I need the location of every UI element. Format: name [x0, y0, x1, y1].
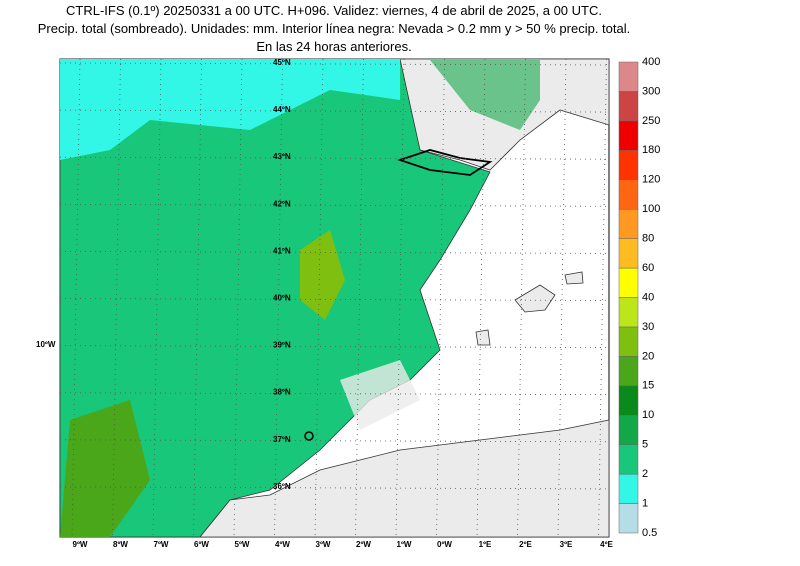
- lat-label: 45ºN: [273, 58, 291, 67]
- lon-label: 1ºW: [397, 540, 412, 549]
- lon-label: 2ºW: [356, 540, 371, 549]
- ibiza: [475, 329, 491, 346]
- colorbar-label: 10: [642, 409, 654, 421]
- colorbar: 0.5 1 2 5 10 15 20 30 40 60 80 100 120 180 250 300 400: [618, 56, 660, 539]
- title-line: En las 24 horas anteriores.: [256, 39, 411, 54]
- snow-contour: [304, 431, 314, 441]
- lon-label: 3ºE: [560, 540, 573, 549]
- colorbar-label: 180: [642, 144, 660, 156]
- sea-precip: [60, 59, 400, 160]
- africa: [199, 419, 610, 538]
- colorbar-label: 1: [642, 497, 648, 509]
- colorbar-box: [618, 150, 639, 180]
- dry-southeast: [340, 360, 420, 430]
- colorbar-label: 120: [642, 174, 660, 186]
- lon-label: 4ºW: [275, 540, 290, 549]
- colorbar-label: 40: [642, 291, 654, 303]
- lon-label: 2ºE: [519, 540, 532, 549]
- colorbar-box: [618, 356, 639, 387]
- colorbar-box: [618, 473, 639, 504]
- colorbar-label: 250: [642, 115, 660, 127]
- lon-label: 5ºW: [235, 540, 250, 549]
- colorbar-box: [618, 326, 639, 357]
- colorbar-label: 0.5: [642, 527, 657, 539]
- colorbar-label: 300: [642, 85, 660, 97]
- lat-label: 37ºN: [273, 435, 291, 444]
- colorbar-label: 60: [642, 262, 654, 274]
- colorbar-box: [618, 61, 639, 92]
- lat-label: 36ºN: [273, 482, 291, 491]
- map: [59, 58, 610, 538]
- snow-contour: [397, 149, 493, 176]
- lon-label: 1ºE: [479, 540, 492, 549]
- lon-label: 10ºW: [36, 340, 56, 349]
- colorbar-label: 20: [642, 350, 654, 362]
- lat-label: 41ºN: [273, 246, 291, 255]
- colorbar-box: [618, 120, 639, 151]
- colorbar-box: [618, 415, 639, 445]
- lon-label: 8ºW: [113, 540, 128, 549]
- title-line: Precip. total (sombreado). Unidades: mm.…: [38, 21, 631, 36]
- colorbar-label: 15: [642, 380, 654, 392]
- lon-label: 7ºW: [154, 540, 169, 549]
- precip-west: [60, 400, 150, 537]
- precip-max: [300, 230, 345, 320]
- colorbar-label: 30: [642, 321, 654, 333]
- colorbar-box: [618, 238, 639, 269]
- colorbar-box: [618, 444, 639, 475]
- colorbar-box: [618, 385, 639, 416]
- colorbar-box: [618, 91, 639, 122]
- menorca: [564, 271, 584, 285]
- lat-label: 43ºN: [273, 152, 291, 161]
- colorbar-box: [618, 297, 639, 328]
- colorbar-box: [618, 503, 639, 534]
- lon-label: 9ºW: [73, 540, 88, 549]
- lon-label: 6ºW: [194, 540, 209, 549]
- colorbar-label: 2: [642, 468, 648, 480]
- colorbar-box: [618, 208, 639, 239]
- lat-label: 40ºN: [273, 294, 291, 303]
- graticule: 45ºN44ºN43ºN42ºN41ºN40ºN39ºN38ºN37ºN36ºN…: [59, 58, 614, 549]
- lon-label: 0ºW: [437, 540, 452, 549]
- lat-label: 39ºN: [273, 341, 291, 350]
- colorbar-label: 100: [642, 203, 660, 215]
- colorbar-box: [618, 179, 639, 210]
- lat-label: 38ºN: [273, 388, 291, 397]
- colorbar-label: 400: [642, 56, 660, 68]
- lon-label: 4ºE: [600, 540, 613, 549]
- north-precip: [60, 60, 540, 130]
- lat-label: 42ºN: [273, 199, 291, 208]
- mallorca: [514, 284, 556, 313]
- lon-label: 3ºW: [316, 540, 331, 549]
- colorbar-box: [618, 267, 639, 298]
- title-line: CTRL-IFS (0.1º) 20250331 a 00 UTC. H+096…: [66, 3, 602, 18]
- colorbar-label: 80: [642, 233, 654, 245]
- colorbar-label: 5: [642, 439, 648, 451]
